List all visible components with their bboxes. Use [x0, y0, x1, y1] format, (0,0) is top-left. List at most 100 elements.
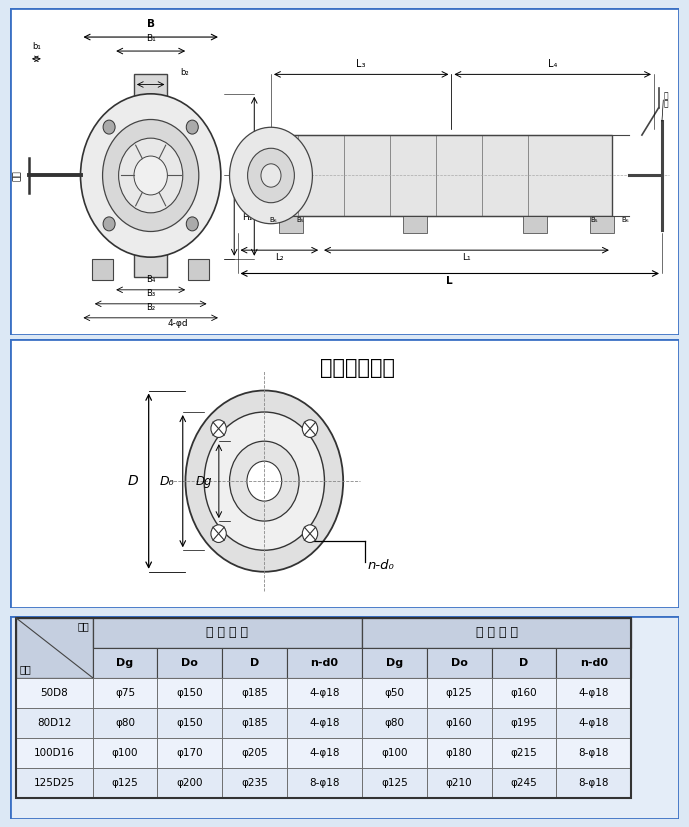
Bar: [92, 738, 157, 767]
Bar: [134, 74, 167, 276]
Text: 吸 入 法 兰: 吸 入 法 兰: [206, 626, 248, 639]
Text: 8-φ18: 8-φ18: [579, 777, 609, 787]
Text: B₅: B₅: [590, 218, 597, 223]
Circle shape: [247, 148, 294, 203]
Text: B₄: B₄: [146, 275, 156, 284]
Bar: [16, 767, 92, 798]
Circle shape: [81, 93, 221, 257]
Text: φ160: φ160: [446, 718, 473, 728]
Text: b₂: b₂: [180, 68, 188, 77]
Bar: [157, 767, 222, 798]
Text: H₂: H₂: [263, 172, 273, 181]
Text: Do: Do: [181, 657, 198, 667]
Bar: [188, 259, 209, 280]
Text: Dg: Dg: [116, 657, 134, 667]
Text: φ235: φ235: [241, 777, 268, 787]
Text: 4-φ18: 4-φ18: [309, 718, 340, 728]
Text: n-d₀: n-d₀: [368, 559, 395, 572]
Text: B₁: B₁: [146, 34, 156, 43]
Text: B: B: [147, 19, 155, 29]
Circle shape: [185, 390, 343, 571]
Text: 型号: 型号: [77, 621, 89, 631]
Circle shape: [302, 420, 318, 437]
Text: B₃: B₃: [146, 289, 155, 298]
Text: D: D: [250, 657, 259, 667]
Text: 吸入吐出法兰: 吸入吐出法兰: [320, 358, 395, 378]
Bar: [92, 677, 157, 708]
Bar: [426, 648, 491, 677]
Bar: [16, 618, 631, 798]
Circle shape: [103, 119, 199, 232]
Text: 尺寸: 尺寸: [19, 665, 31, 675]
Text: φ195: φ195: [511, 718, 537, 728]
Text: φ80: φ80: [384, 718, 404, 728]
Text: n-d0: n-d0: [579, 657, 608, 667]
Circle shape: [186, 120, 198, 134]
Bar: [556, 738, 631, 767]
Text: H₁: H₁: [243, 213, 253, 222]
Text: φ100: φ100: [381, 748, 407, 758]
Bar: [92, 648, 157, 677]
Text: L: L: [446, 275, 453, 285]
Bar: [556, 767, 631, 798]
Text: B₂: B₂: [146, 303, 155, 312]
Text: φ100: φ100: [112, 748, 138, 758]
Bar: [92, 618, 362, 648]
Bar: [16, 677, 92, 708]
Bar: [426, 708, 491, 738]
Circle shape: [229, 442, 299, 521]
Text: L₃: L₃: [356, 59, 366, 69]
Text: 4-φd: 4-φd: [167, 318, 188, 327]
Text: 8-φ18: 8-φ18: [309, 777, 340, 787]
Bar: [157, 677, 222, 708]
Bar: [491, 767, 556, 798]
Bar: [279, 216, 303, 233]
Text: 8-φ18: 8-φ18: [579, 748, 609, 758]
Text: 出
水: 出 水: [664, 92, 668, 108]
Text: L₂: L₂: [275, 253, 284, 262]
Text: φ125: φ125: [112, 777, 138, 787]
Circle shape: [134, 156, 167, 195]
Text: φ150: φ150: [176, 688, 203, 698]
Circle shape: [103, 217, 115, 231]
Circle shape: [261, 164, 281, 187]
Text: φ150: φ150: [176, 718, 203, 728]
Bar: [556, 677, 631, 708]
Bar: [222, 767, 287, 798]
Bar: [92, 259, 113, 280]
Bar: [491, 738, 556, 767]
Text: φ200: φ200: [176, 777, 203, 787]
Bar: [92, 767, 157, 798]
Bar: [287, 767, 362, 798]
Bar: [362, 618, 631, 648]
Text: φ75: φ75: [115, 688, 135, 698]
Text: 50D8: 50D8: [40, 688, 68, 698]
Bar: [362, 767, 426, 798]
Bar: [590, 216, 614, 233]
Bar: [222, 708, 287, 738]
Bar: [556, 648, 631, 677]
Text: n-d0: n-d0: [311, 657, 338, 667]
Bar: [222, 648, 287, 677]
Bar: [271, 135, 612, 216]
Text: 进水: 进水: [12, 170, 21, 181]
Bar: [362, 738, 426, 767]
Text: B₅: B₅: [296, 218, 304, 223]
Text: φ245: φ245: [511, 777, 537, 787]
Text: φ185: φ185: [241, 688, 268, 698]
Circle shape: [103, 120, 115, 134]
Text: B₆: B₆: [269, 218, 277, 223]
Text: 4-φ18: 4-φ18: [309, 748, 340, 758]
Text: 4-φ18: 4-φ18: [579, 718, 609, 728]
Text: φ210: φ210: [446, 777, 473, 787]
Text: φ205: φ205: [241, 748, 268, 758]
Text: L₄: L₄: [548, 59, 557, 69]
Bar: [287, 708, 362, 738]
Bar: [157, 738, 222, 767]
Text: Do: Do: [451, 657, 468, 667]
Text: Dg: Dg: [386, 657, 403, 667]
Bar: [287, 677, 362, 708]
Text: 吐 出 法 兰: 吐 出 法 兰: [475, 626, 517, 639]
Bar: [426, 767, 491, 798]
Text: φ50: φ50: [384, 688, 404, 698]
